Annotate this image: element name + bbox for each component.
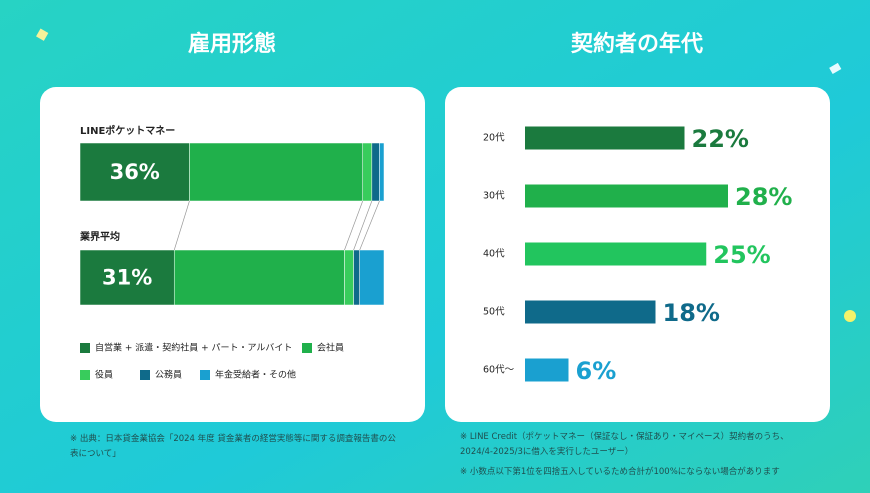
bar-segment: [79, 249, 175, 306]
footnote: ※ 出典：日本貸金業協会「2024 年度 貸金業者の経営実態等に関する調査報告書…: [70, 434, 396, 459]
bar-segment: [379, 142, 385, 202]
legend-swatch: [80, 370, 90, 380]
connector: [359, 200, 380, 251]
legend-swatch: [140, 370, 150, 380]
bar: [525, 358, 569, 382]
legend-label: 役員: [95, 369, 113, 381]
footnote: ※ LINE Credit（ポケットマネー（保証なし・保証あり・マイペース）契約…: [460, 432, 789, 457]
legend-swatch: [80, 343, 90, 353]
bar: [525, 242, 707, 266]
confetti: [844, 310, 856, 322]
bar: [525, 126, 685, 150]
value-label: 28%: [735, 183, 792, 211]
legend-swatch: [302, 343, 312, 353]
footnote: ※ 小数点以下第1位を四捨五入しているため合計が100%にならない場合があります: [460, 467, 780, 477]
value-label: 6%: [576, 357, 617, 385]
category-label: 50代: [483, 307, 505, 318]
legend-swatch: [200, 370, 210, 380]
category-label: 40代: [483, 249, 505, 260]
bar-segment: [359, 249, 385, 306]
bar-segment: [173, 249, 345, 306]
value-label: 31%: [102, 266, 152, 290]
value-label: 36%: [110, 160, 160, 184]
value-label: 18%: [663, 299, 720, 327]
category-label: 20代: [483, 133, 505, 144]
category-label: 60代〜: [483, 365, 515, 376]
bar-segment: [353, 249, 360, 306]
chart-title: 雇用形態: [188, 31, 276, 57]
bar-segment: [362, 142, 373, 202]
category-label: 業界平均: [79, 230, 120, 243]
bar-segment: [371, 142, 380, 202]
legend-label: 年金受給者・その他: [215, 369, 296, 381]
value-label: 25%: [713, 241, 770, 269]
bar-segment: [344, 249, 354, 306]
bar-segment: [189, 142, 363, 202]
confetti: [829, 62, 842, 74]
bar: [525, 184, 728, 208]
connector: [344, 200, 364, 251]
value-label: 22%: [692, 125, 749, 153]
category-label: 30代: [483, 191, 505, 202]
confetti: [36, 28, 49, 41]
legend-label: 会社員: [317, 342, 344, 354]
connector: [353, 200, 373, 251]
category-label: LINEポケットマネー: [80, 124, 175, 137]
legend-label: 公務員: [155, 369, 182, 381]
legend-label: 自営業 + 派遣・契約社員 + パート・アルバイト: [95, 342, 292, 354]
bar: [525, 300, 656, 324]
connector: [173, 200, 190, 251]
chart-title: 契約者の年代: [570, 31, 703, 57]
